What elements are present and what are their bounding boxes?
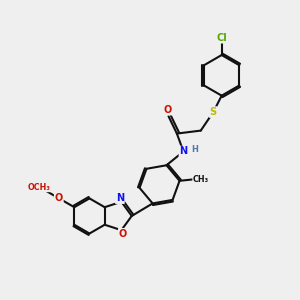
Text: S: S <box>210 107 217 117</box>
Text: Cl: Cl <box>216 33 227 43</box>
Text: H: H <box>191 146 198 154</box>
Text: O: O <box>119 229 127 239</box>
Text: O: O <box>55 193 63 203</box>
Text: OCH₃: OCH₃ <box>28 182 51 191</box>
Text: O: O <box>164 105 172 115</box>
Text: CH₃: CH₃ <box>193 175 209 184</box>
Text: N: N <box>179 146 188 157</box>
Text: N: N <box>116 193 124 203</box>
